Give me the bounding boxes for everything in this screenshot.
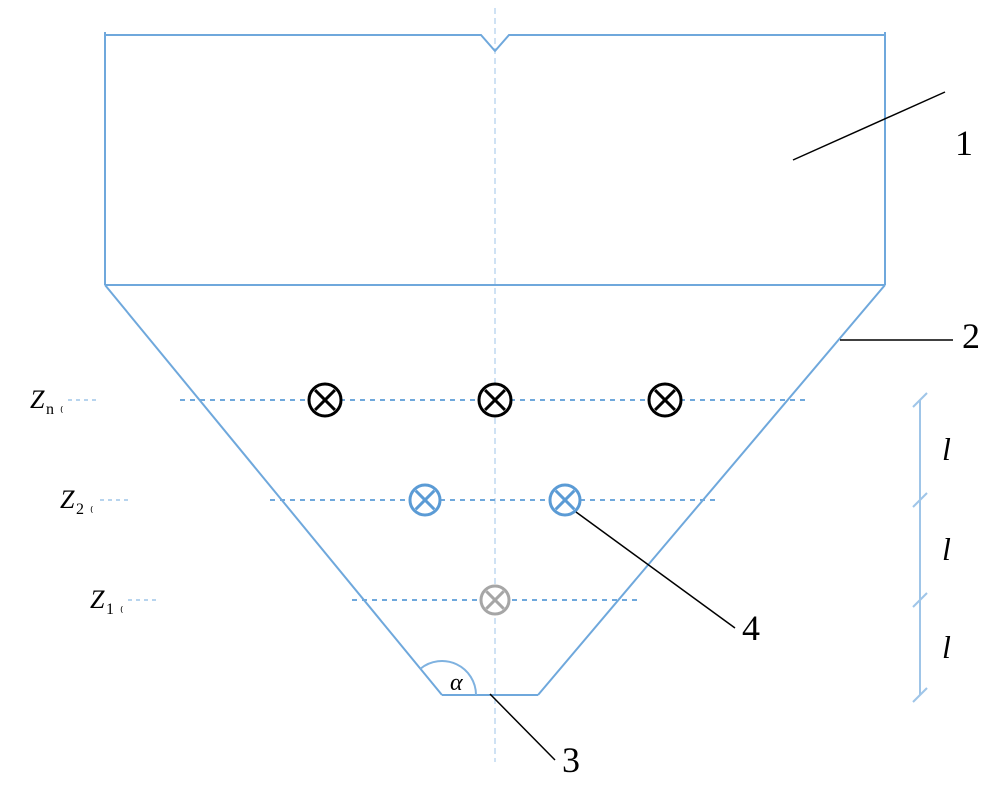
z-sub-1: 2	[76, 501, 84, 518]
diagram-canvas: Zn₍Z2₍Z1₍lllα1234	[0, 0, 1000, 799]
z-label-2: Z	[90, 585, 105, 614]
callout-label-2: 2	[962, 316, 980, 356]
sensor-2	[649, 384, 681, 416]
l-label-2: l	[942, 629, 951, 665]
sensor-1	[479, 384, 511, 416]
z-cursor-0: ₍	[60, 401, 63, 416]
callout-label-4: 4	[742, 608, 760, 648]
callout-label-1: 1	[955, 123, 973, 163]
z-sub-0: n	[46, 401, 54, 418]
z-sub-2: 1	[106, 601, 114, 618]
sensor-5	[481, 586, 509, 614]
z-label-0: Z	[30, 385, 45, 414]
z-cursor-1: ₍	[90, 501, 93, 516]
sensor-0	[309, 384, 341, 416]
sensor-4	[550, 485, 580, 515]
callout-label-3: 3	[562, 740, 580, 780]
z-cursor-2: ₍	[120, 601, 123, 616]
z-label-1: Z	[60, 485, 75, 514]
angle-label: α	[450, 670, 463, 696]
l-label-1: l	[942, 531, 951, 567]
sensor-3	[410, 485, 440, 515]
l-label-0: l	[942, 431, 951, 467]
